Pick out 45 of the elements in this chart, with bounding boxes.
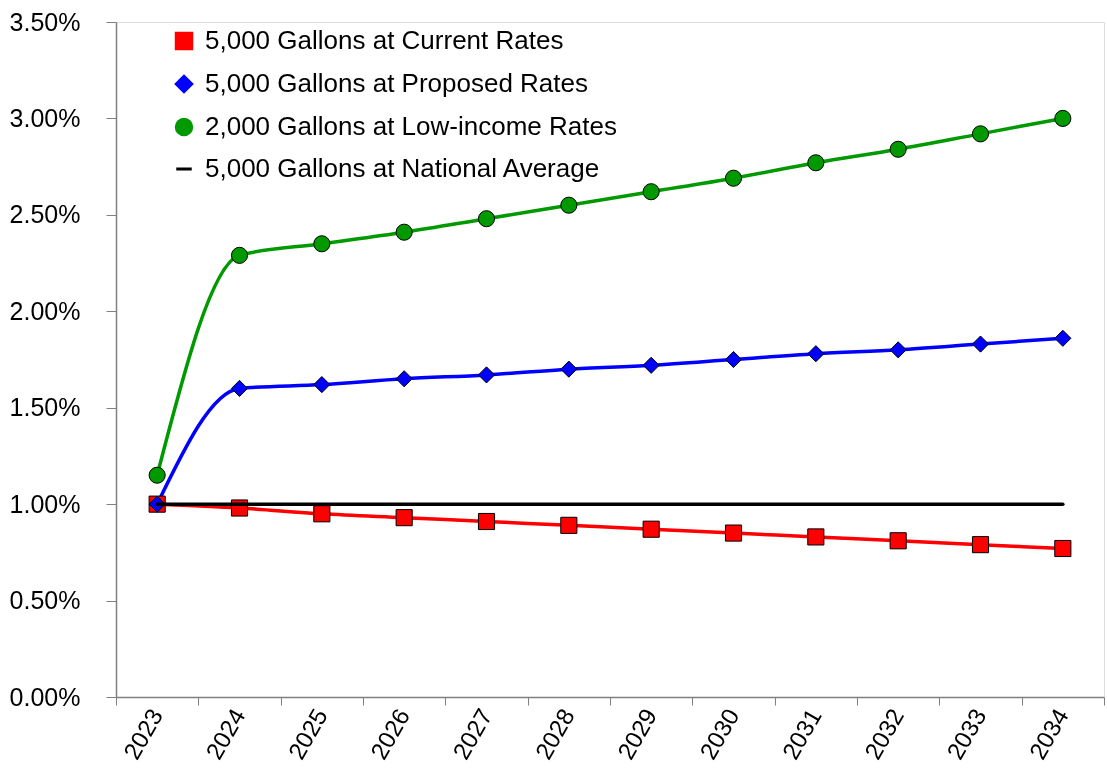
point	[477, 366, 496, 384]
point	[807, 154, 825, 172]
point	[807, 528, 825, 546]
y-tick-label: 2.00%	[9, 296, 81, 325]
legend-label: 2,000 Gallons at Low-income Rates	[205, 111, 617, 141]
point	[807, 345, 825, 363]
point	[395, 223, 413, 241]
point	[724, 524, 743, 542]
point	[560, 516, 578, 534]
point	[889, 532, 907, 550]
point	[313, 376, 331, 394]
y-tick-label: 2.50%	[9, 200, 81, 229]
point	[971, 536, 990, 554]
point	[889, 140, 907, 158]
point	[1054, 329, 1072, 347]
point	[560, 360, 578, 378]
y-tick-label: 1.50%	[9, 393, 81, 422]
y-tick-label: 0.00%	[9, 682, 81, 711]
point	[148, 466, 166, 484]
y-tick-label: 3.50%	[9, 7, 81, 36]
point	[642, 183, 660, 201]
point	[477, 210, 496, 228]
point	[642, 520, 660, 538]
legend-label: 5,000 Gallons at National Average	[205, 153, 600, 183]
point	[971, 335, 990, 353]
point	[724, 350, 743, 369]
point	[724, 169, 743, 187]
point	[971, 125, 990, 143]
point	[395, 509, 413, 527]
point	[642, 356, 660, 374]
point	[889, 341, 907, 359]
point	[230, 246, 249, 264]
legend-label: 5,000 Gallons at Proposed Rates	[205, 68, 589, 98]
legend-label: 5,000 Gallons at Current Rates	[205, 25, 564, 55]
y-tick-label: 1.00%	[9, 489, 81, 518]
point	[1054, 109, 1072, 127]
point	[1054, 539, 1072, 558]
point	[395, 370, 413, 388]
y-tick-label: 0.50%	[9, 586, 81, 615]
point	[313, 505, 331, 523]
point	[560, 196, 578, 214]
point	[313, 235, 331, 253]
point	[230, 379, 249, 397]
point	[477, 512, 496, 531]
y-tick-label: 3.00%	[9, 103, 81, 132]
